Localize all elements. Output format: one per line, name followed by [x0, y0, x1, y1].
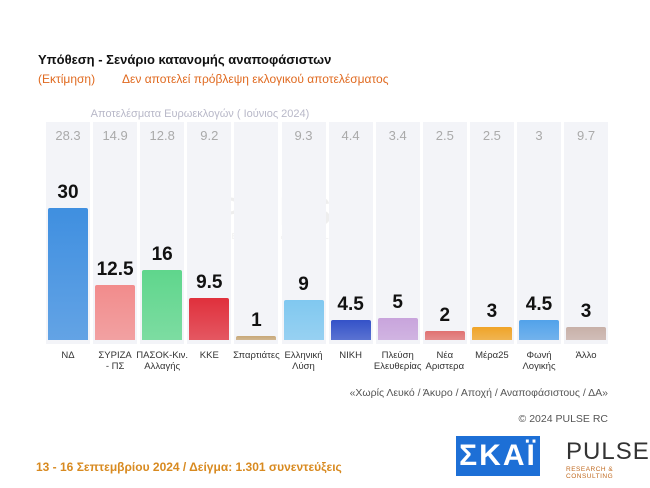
disclaimer: Δεν αποτελεί πρόβλεψη εκλογικού αποτελέσ…	[122, 72, 389, 86]
value-label: 30	[57, 182, 79, 203]
column-band	[328, 122, 373, 344]
category-label: ΝΔ	[61, 350, 75, 361]
value-label: 3	[486, 300, 498, 322]
bar	[48, 208, 88, 340]
category-label: Άλλο	[575, 350, 597, 361]
category-label: Φωνή Λογικής	[522, 350, 556, 372]
bar	[377, 318, 418, 340]
bar	[424, 331, 465, 340]
reference-value: 3.4	[388, 128, 407, 143]
category-label: ΚΚΕ	[199, 350, 219, 361]
reference-value: 3	[535, 128, 543, 143]
pulse-logo: PULSE	[566, 438, 650, 465]
reference-value: 12.8	[149, 128, 175, 143]
reference-value: 2.5	[482, 128, 501, 143]
survey-info: 13 - 16 Σεπτεμβρίου 2024 / Δείγμα: 1.301…	[36, 460, 342, 474]
skai-logo: ΣΚΑΪ	[456, 436, 540, 476]
subtitle: (Εκτίμηση)	[38, 72, 96, 86]
reference-value: 4.4	[341, 128, 360, 143]
reference-value: 9.7	[577, 128, 596, 143]
bar	[142, 269, 183, 340]
reference-value: 9.3	[294, 128, 313, 143]
bar	[189, 298, 230, 340]
value-label: 16	[151, 243, 173, 265]
column-band	[564, 122, 609, 344]
category-label: Νέα Αριστερα	[425, 350, 465, 372]
chart-title: Υπόθεση - Σενάριο κατανομής αναποφάσιστω…	[38, 52, 332, 67]
copyright: © 2024 PULSE RC	[518, 413, 608, 425]
value-label: 9.5	[196, 272, 223, 294]
category-label: Πλεύση Ελευθερίας	[373, 350, 422, 372]
category-label: ΠΑΣΟΚ-Κιν. Αλλαγής	[136, 350, 189, 372]
value-label: 12.5	[96, 259, 134, 280]
reference-value: 9.2	[200, 128, 219, 143]
footnote: «Χωρίς Λευκό / Άκυρο / Αποχή / Αναποφάσι…	[349, 387, 608, 399]
value-label: 2	[439, 305, 451, 327]
value-label: 5	[392, 292, 403, 313]
pulse-tagline: RESEARCH & CONSULTING	[566, 466, 614, 480]
value-label: 4.5	[337, 294, 364, 316]
column-band	[517, 122, 561, 344]
column-band	[375, 122, 420, 344]
column-band	[469, 122, 514, 344]
bar	[471, 326, 512, 340]
category-label: Μέρα25	[475, 350, 509, 361]
value-label: 9	[298, 274, 309, 296]
bar	[330, 320, 371, 340]
value-label: 1	[251, 309, 262, 331]
category-label: ΝΙΚΗ	[339, 350, 362, 361]
bar	[566, 326, 607, 340]
bar	[519, 320, 559, 340]
value-label: 4.5	[525, 294, 553, 316]
category-label: ΣΥΡΙΖΑ - ΠΣ	[98, 350, 132, 372]
value-label: 3	[580, 300, 592, 322]
column-band	[234, 122, 279, 344]
bar	[283, 300, 324, 340]
reference-value: 2.5	[435, 128, 454, 143]
reference-value: 28.3	[55, 128, 81, 143]
category-label: Ελληνική Λύση	[284, 350, 323, 372]
bar	[236, 335, 277, 340]
bar	[95, 285, 136, 340]
category-label: Σπαρτιάτες	[233, 350, 280, 361]
reference-label: Αποτελέσματα Ευρωεκλογών ( Ιούνιος 2024)	[90, 108, 310, 120]
column-band	[422, 122, 467, 344]
reference-value: 14.9	[102, 128, 128, 143]
